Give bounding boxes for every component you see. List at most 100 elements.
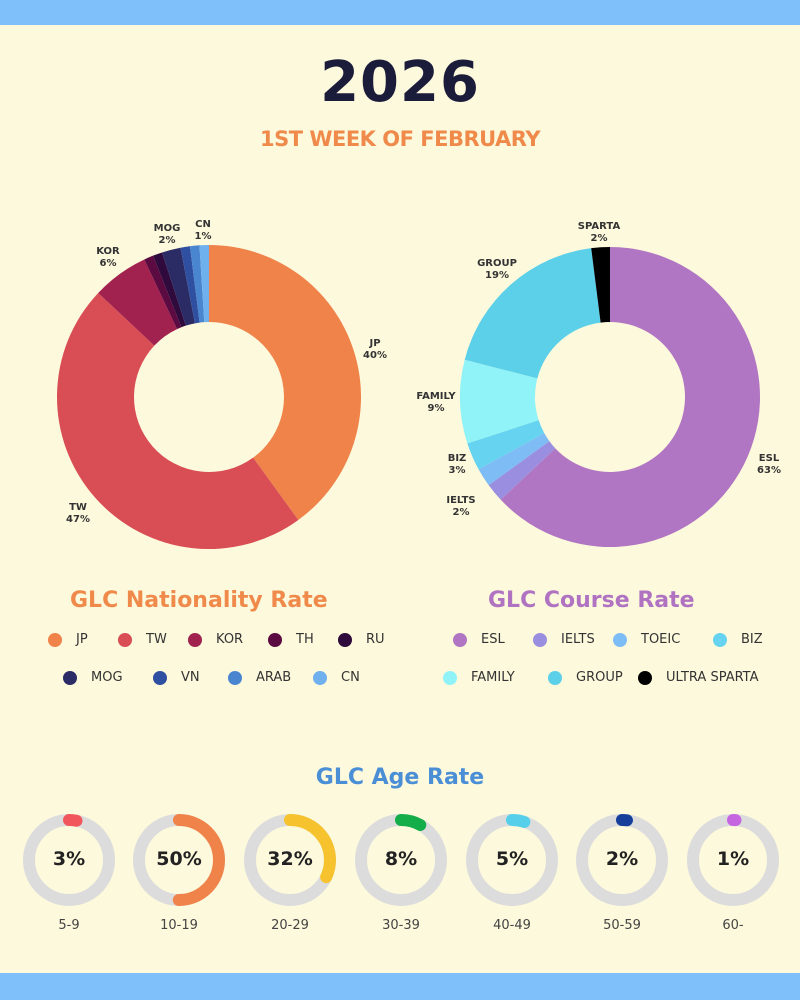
legend-label: TH — [296, 632, 314, 647]
age-item-40-49: 5% 40-49 — [464, 812, 560, 933]
slice-kor — [98, 259, 178, 346]
slice-label-group-pct: 19% — [485, 270, 509, 281]
legend-item-kor: KOR — [188, 632, 243, 647]
slice-label-jp: JP — [368, 338, 380, 349]
age-percent: 3% — [52, 848, 86, 870]
age-ring-fill — [244, 814, 336, 906]
age-ring-fill — [576, 814, 668, 906]
top-banner — [0, 0, 800, 25]
legend-label: KOR — [216, 632, 244, 647]
slice-esl — [500, 247, 760, 547]
age-ring-fill — [133, 814, 225, 906]
legend-swatch — [268, 632, 282, 647]
slice-label-cn: CN — [195, 219, 211, 230]
legend-label: ESL — [481, 632, 505, 647]
legend-item-family: FAMILY — [443, 670, 515, 685]
slice-biz — [467, 420, 545, 470]
legend-swatch — [638, 670, 652, 685]
age-percent: 1% — [716, 848, 750, 870]
legend-swatch — [63, 670, 77, 685]
slice-ru — [153, 252, 186, 328]
slice-label-family: FAMILY — [416, 391, 456, 402]
legend-label: JP — [76, 632, 88, 647]
age-percent: 32% — [267, 848, 313, 870]
legend-swatch — [118, 632, 132, 647]
legend-swatch — [443, 670, 457, 685]
legend-swatch — [313, 670, 327, 685]
legend-swatch — [548, 670, 562, 685]
legend-swatch — [713, 632, 727, 647]
slice-label-ielts: IELTS — [446, 495, 475, 506]
legend-label: VN — [181, 670, 200, 685]
slice-label-esl: ESL — [759, 453, 780, 464]
age-percent: 8% — [384, 848, 418, 870]
slice-label-mog-pct: 2% — [159, 235, 176, 246]
legend-swatch — [188, 632, 202, 647]
legend-item-th: TH — [268, 632, 314, 647]
age-ring — [355, 814, 447, 906]
legend-label: CN — [341, 670, 360, 685]
age-item-50-59: 2% 50-59 — [574, 812, 670, 933]
legend-item-ielts: IELTS — [533, 632, 595, 647]
legend-item-jp: JP — [48, 632, 88, 647]
slice-label-sparta-pct: 2% — [591, 233, 608, 244]
nationality-chart-title: GLC Nationality Rate — [70, 588, 328, 613]
legend-swatch — [48, 632, 62, 647]
age-ring — [466, 814, 558, 906]
age-range-label: 50-59 — [603, 918, 641, 933]
age-ring — [133, 814, 225, 906]
age-range-label: 40-49 — [493, 918, 531, 933]
age-percent: 2% — [605, 848, 639, 870]
slice-label-esl-pct: 63% — [757, 465, 781, 476]
legend-item-mog: MOG — [63, 670, 123, 685]
legend-item-vn: VN — [153, 670, 200, 685]
legend-label: TOEIC — [641, 632, 681, 647]
slice-label-group: GROUP — [477, 258, 517, 269]
age-range-label: 10-19 — [160, 918, 198, 933]
age-range-label: 5-9 — [58, 918, 80, 933]
slice-group — [464, 248, 601, 379]
legend-item-cn: CN — [313, 670, 360, 685]
course-donut-chart: ESL63%IELTS2%BIZ3%FAMILY9%GROUP19%SPARTA… — [416, 221, 781, 547]
legend-label: MOG — [91, 670, 123, 685]
course-chart-title: GLC Course Rate — [488, 588, 695, 613]
legend-swatch — [613, 632, 627, 647]
legend-swatch — [228, 670, 242, 685]
age-range-label: 20-29 — [271, 918, 309, 933]
slice-tw — [56, 292, 299, 550]
slice-label-biz: BIZ — [448, 453, 467, 464]
slice-ultra-sparta — [591, 247, 610, 323]
legend-label: TW — [146, 632, 167, 647]
slice-label-mog: MOG — [154, 223, 181, 234]
slice-label-kor-pct: 6% — [100, 258, 117, 269]
legend-item-arab: ARAB — [228, 670, 291, 685]
legend-label: RU — [366, 632, 385, 647]
slice-family — [460, 359, 539, 444]
legend-item-tw: TW — [118, 632, 167, 647]
age-ring-fill — [687, 814, 779, 906]
slice-mog — [162, 247, 195, 326]
age-percent: 5% — [495, 848, 529, 870]
legend-label: IELTS — [561, 632, 595, 647]
legend-swatch — [453, 632, 467, 647]
slice-cn — [199, 245, 209, 323]
bottom-banner — [0, 973, 800, 1000]
age-chart-title: GLC Age Rate — [315, 765, 485, 790]
legend-swatch — [338, 632, 352, 647]
age-ring-fill — [466, 814, 558, 906]
page-subtitle: 1ST WEEK OF FEBRUARY — [259, 127, 541, 151]
legend-label: ULTRA SPARTA — [666, 670, 759, 685]
legend-swatch — [153, 670, 167, 685]
legend-label: FAMILY — [471, 670, 515, 685]
age-item-5-9: 3% 5-9 — [21, 812, 117, 933]
legend-label: BIZ — [741, 632, 763, 647]
age-ring-fill — [355, 814, 447, 906]
slice-toeic — [478, 433, 550, 486]
legend-swatch — [533, 632, 547, 647]
legend-item-ultra-sparta: ULTRA SPARTA — [638, 670, 759, 685]
slice-label-tw-pct: 47% — [66, 514, 90, 525]
slice-label-ielts-pct: 2% — [453, 507, 470, 518]
slice-label-tw: TW — [69, 502, 87, 513]
